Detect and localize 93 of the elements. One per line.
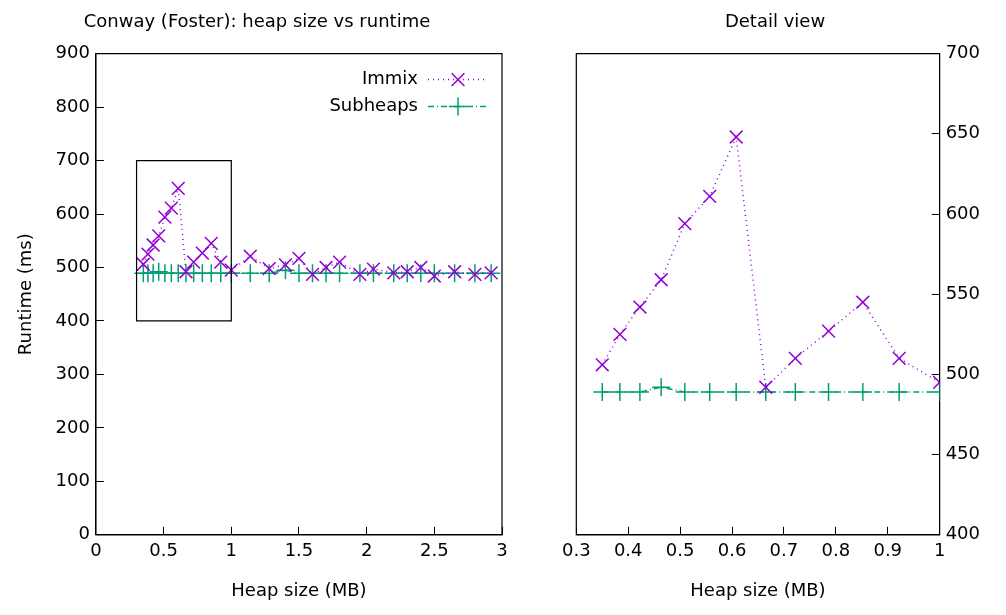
legend-label: Immix xyxy=(361,67,419,89)
point xyxy=(632,299,648,315)
y-tick-label: 700 xyxy=(945,41,980,63)
point xyxy=(892,351,907,366)
x-tick-label: 1.5 xyxy=(284,539,314,561)
x-axis-title: Heap size (MB) xyxy=(231,578,367,600)
y-axis-title: Runtime (ms) xyxy=(14,233,36,356)
point xyxy=(612,327,628,342)
point xyxy=(136,257,151,272)
point xyxy=(610,382,630,402)
point xyxy=(195,245,210,261)
point xyxy=(275,260,296,280)
point xyxy=(413,260,428,275)
point xyxy=(699,382,720,402)
y-tick-label: 600 xyxy=(945,201,980,223)
point xyxy=(702,189,717,204)
point xyxy=(821,323,836,339)
x-tick-label: 0.5 xyxy=(665,539,695,561)
x-tick-label: 0.3 xyxy=(561,539,591,561)
y-tick-label: 800 xyxy=(55,94,90,116)
point xyxy=(204,236,219,251)
x-axis-title: Heap size (MB) xyxy=(690,578,826,600)
y-tick-label: 700 xyxy=(55,148,90,170)
point xyxy=(259,263,279,284)
point xyxy=(363,263,384,284)
x-tick-label: 0.4 xyxy=(613,539,643,561)
point xyxy=(427,268,442,284)
point xyxy=(140,246,156,262)
y-tick-label: 550 xyxy=(945,281,980,303)
point xyxy=(186,255,201,270)
point xyxy=(677,216,692,231)
y-tick-label: 400 xyxy=(945,522,980,544)
point xyxy=(853,382,873,402)
point xyxy=(240,263,260,284)
y-tick-label: 0 xyxy=(78,522,90,544)
point xyxy=(213,255,228,270)
point xyxy=(889,382,909,402)
y-tick-label: 200 xyxy=(55,415,90,437)
point xyxy=(146,237,161,253)
point xyxy=(726,382,746,402)
y-tick-label: 650 xyxy=(945,121,980,143)
point xyxy=(148,261,169,282)
point xyxy=(785,382,806,402)
point xyxy=(262,261,277,276)
point xyxy=(291,251,307,266)
y-tick-label: 450 xyxy=(945,442,980,464)
point xyxy=(651,377,671,397)
point xyxy=(366,261,381,277)
chart-title: Conway (Foster): heap size vs runtime xyxy=(83,10,431,32)
y-tick-label: 600 xyxy=(55,201,90,223)
x-tick-label: 1 xyxy=(225,539,238,561)
point xyxy=(278,257,293,272)
point xyxy=(654,272,669,287)
point xyxy=(157,210,172,225)
point xyxy=(151,228,166,244)
point xyxy=(855,295,870,310)
y-tick-label: 400 xyxy=(55,308,90,330)
point xyxy=(788,351,803,366)
point xyxy=(630,382,650,402)
x-tick-label: 1 xyxy=(933,539,946,561)
point xyxy=(729,129,744,145)
chart-title: Detail view xyxy=(724,10,826,32)
legend-label: Subheaps xyxy=(329,94,418,116)
y-tick-label: 500 xyxy=(945,362,980,384)
x-tick-label: 0.9 xyxy=(873,539,903,561)
point xyxy=(243,249,258,264)
point xyxy=(171,181,186,196)
x-tick-label: 2 xyxy=(360,539,373,561)
point xyxy=(756,382,776,402)
point xyxy=(332,255,347,270)
x-tick-label: 0.6 xyxy=(717,539,747,561)
point xyxy=(318,260,334,275)
x-tick-label: 3 xyxy=(496,539,508,561)
point xyxy=(224,263,239,278)
point xyxy=(758,380,773,395)
x-tick-label: 2.5 xyxy=(420,539,449,561)
point xyxy=(592,382,613,402)
x-tick-label: 0.7 xyxy=(769,539,799,561)
point xyxy=(444,263,465,284)
x-tick-label: 0.5 xyxy=(149,539,178,561)
x-tick-label: 0.8 xyxy=(821,539,851,561)
point xyxy=(595,357,610,372)
point xyxy=(400,264,415,279)
point xyxy=(447,264,462,279)
y-tick-label: 300 xyxy=(55,362,90,384)
point xyxy=(164,201,179,216)
point xyxy=(178,264,194,279)
y-tick-label: 500 xyxy=(55,255,90,277)
y-tick-label: 100 xyxy=(55,469,90,491)
y-tick-label: 900 xyxy=(55,41,90,63)
point xyxy=(675,382,695,402)
point xyxy=(424,263,445,284)
point xyxy=(818,382,839,402)
